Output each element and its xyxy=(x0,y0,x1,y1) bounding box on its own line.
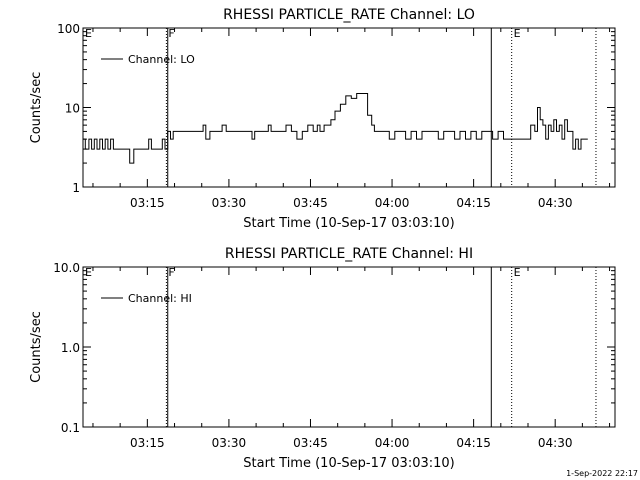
y-axis-label: Counts/sec xyxy=(29,72,44,144)
plot-frame xyxy=(82,27,616,188)
y-tick-label: 0.1 xyxy=(61,421,80,435)
chart-title: RHESSI PARTICLE_RATE Channel: HI xyxy=(225,246,473,262)
y-tick-label: 10 xyxy=(65,102,80,116)
marker-label: E xyxy=(85,266,92,279)
y-tick-label: 1.0 xyxy=(61,341,80,355)
footer-timestamp: 1-Sep-2022 22:17 xyxy=(566,469,638,478)
y-tick-label: 100 xyxy=(57,22,80,36)
x-tick-label: 04:15 xyxy=(456,196,491,210)
legend-label: Channel: HI xyxy=(128,292,192,305)
x-tick-label: 03:30 xyxy=(212,196,247,210)
chart-panel-0: RHESSI PARTICLE_RATE Channel: LO Counts/s… xyxy=(29,7,616,231)
x-tick-label: 03:30 xyxy=(212,436,247,450)
x-tick-label: 04:30 xyxy=(538,436,573,450)
marker-label: E xyxy=(514,266,521,279)
plot-frame xyxy=(82,266,616,428)
legend-label: Channel: LO xyxy=(128,53,195,66)
y-tick-label: 10.0 xyxy=(53,261,80,275)
x-tick-label: 03:45 xyxy=(293,196,328,210)
x-axis-label: Start Time (10-Sep-17 03:03:10) xyxy=(243,456,454,471)
chart-title: RHESSI PARTICLE_RATE Channel: LO xyxy=(223,7,475,23)
chart-panel-1: RHESSI PARTICLE_RATE Channel: HI Counts/s… xyxy=(29,246,616,471)
x-tick-label: 03:15 xyxy=(130,436,165,450)
x-tick-label: 04:30 xyxy=(538,196,573,210)
marker-label: F xyxy=(168,266,174,279)
x-tick-label: 04:00 xyxy=(375,436,410,450)
x-tick-label: 04:00 xyxy=(375,196,410,210)
marker-label: E xyxy=(85,27,92,40)
series-line xyxy=(83,93,588,164)
marker-label: F xyxy=(168,27,174,40)
x-axis-label: Start Time (10-Sep-17 03:03:10) xyxy=(243,216,454,231)
x-tick-label: 03:15 xyxy=(130,196,165,210)
y-tick-label: 1 xyxy=(72,181,80,195)
y-axis-label: Counts/sec xyxy=(29,311,44,383)
x-tick-label: 04:15 xyxy=(456,436,491,450)
x-tick-label: 03:45 xyxy=(293,436,328,450)
marker-label: E xyxy=(514,27,521,40)
